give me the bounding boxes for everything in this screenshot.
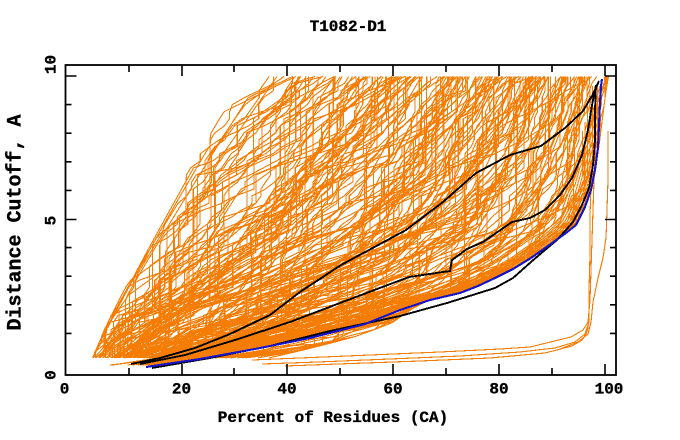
svg-text:100: 100 [595, 381, 624, 399]
svg-text:0: 0 [60, 381, 70, 399]
svg-text:5: 5 [43, 216, 61, 226]
svg-text:T1082-D1: T1082-D1 [310, 18, 387, 36]
svg-text:Percent of Residues (CA): Percent of Residues (CA) [218, 409, 448, 427]
svg-text:20: 20 [172, 381, 191, 399]
svg-text:Distance Cutoff, A: Distance Cutoff, A [5, 114, 28, 330]
svg-text:60: 60 [383, 381, 402, 399]
svg-text:40: 40 [277, 381, 296, 399]
svg-text:10: 10 [43, 55, 61, 74]
svg-text:0: 0 [43, 370, 61, 380]
svg-text:80: 80 [489, 381, 508, 399]
